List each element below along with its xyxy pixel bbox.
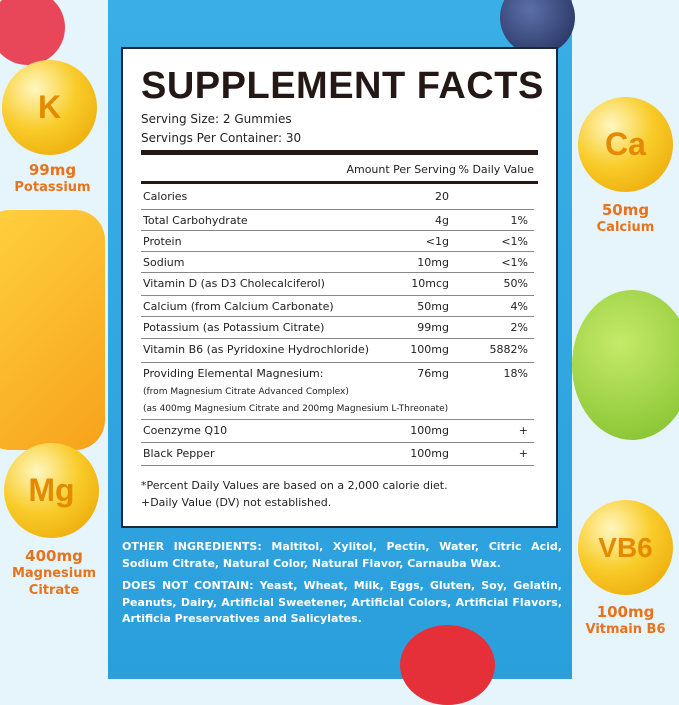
does-not-contain: DOES NOT CONTAIN: Yeast, Wheat, Milk, Eg…	[122, 579, 562, 625]
divider	[141, 465, 534, 466]
daily-value: 5882%	[489, 343, 528, 356]
raspberry-image	[0, 0, 65, 65]
servings-per-container: Servings Per Container: 30	[141, 131, 302, 145]
table-row: Vitamin B6 (as Pyridoxine Hydrochloride)…	[141, 338, 534, 362]
nutrient-name: Black Pepper	[143, 447, 215, 460]
nutrient-name: Calcium (from Calcium Carbonate)	[143, 300, 334, 313]
amount: 100mg	[410, 343, 449, 356]
daily-value: <1%	[501, 256, 528, 269]
amount: 100mg	[410, 447, 449, 460]
amount: 10mg	[417, 256, 449, 269]
table-row: Potassium (as Potassium Citrate) 99mg 2%	[141, 316, 534, 338]
daily-value: 18%	[503, 367, 528, 380]
daily-value: <1%	[501, 235, 528, 248]
nutrient-name: Coenzyme Q10	[143, 424, 228, 437]
footnote: +Daily Value (DV) not established.	[141, 496, 332, 509]
daily-value: 50%	[503, 277, 528, 290]
vitamin-b6-label: 100mg Vitmain B6	[585, 603, 666, 638]
footnote: *Percent Daily Values are based on a 2,0…	[141, 479, 448, 492]
table-row: Total Carbohydrate 4g 1%	[141, 209, 534, 230]
table-row: Calories 20	[141, 186, 534, 209]
table-row: Sodium 10mg <1%	[141, 251, 534, 272]
calcium-ball-icon: Ca	[578, 97, 673, 192]
potassium-label: 99mg Potassium	[14, 161, 91, 196]
nutrient-name: Vitamin D (as D3 Cholecalciferol)	[143, 277, 325, 290]
daily-value: 2%	[510, 321, 528, 334]
table-row: Vitamin D (as D3 Cholecalciferol) 10mcg 50…	[141, 272, 534, 295]
table-row: Coenzyme Q10 100mg +	[141, 419, 534, 442]
magnesium-ball-icon: Mg	[4, 443, 99, 538]
daily-value: +	[518, 447, 528, 460]
amount: 20	[435, 190, 449, 203]
nutrient-name: Providing Elemental Magnesium:	[143, 367, 324, 380]
nutrient-name: Sodium	[143, 256, 185, 269]
magnesium-label: 400mg Magnesium Citrate	[11, 547, 97, 599]
nutrient-note: (as 400mg Magnesium Citrate and 200mg Ma…	[143, 404, 449, 414]
amount: 99mg	[417, 321, 449, 334]
panel-title: SUPPLEMENT FACTS	[141, 65, 544, 107]
daily-value: 1%	[510, 214, 528, 227]
nutrient-name: Potassium (as Potassium Citrate)	[143, 321, 325, 334]
amount-header: Amount Per Serving	[346, 163, 456, 176]
amount: 10mcg	[411, 277, 449, 290]
daily-value: +	[518, 424, 528, 437]
mango-image	[0, 210, 105, 450]
vitamin-b6-ball-icon: VB6	[578, 500, 673, 595]
amount: 76mg	[417, 367, 449, 380]
amount: 50mg	[417, 300, 449, 313]
apple-image	[572, 290, 679, 440]
dv-header: % Daily Value	[458, 163, 535, 176]
table-row: Protein <1g <1%	[141, 230, 534, 251]
table-row: Black Pepper 100mg +	[141, 442, 534, 465]
nutrient-name: Calories	[143, 190, 188, 203]
calcium-label: 50mg Calcium	[596, 201, 655, 236]
supplement-facts-panel: SUPPLEMENT FACTS Serving Size: 2 Gummies…	[121, 47, 558, 528]
divider	[141, 181, 538, 184]
amount: 4g	[435, 214, 449, 227]
nutrient-name: Vitamin B6 (as Pyridoxine Hydrochloride)	[143, 343, 370, 356]
serving-size: Serving Size: 2 Gummies	[141, 112, 292, 126]
amount: <1g	[425, 235, 449, 248]
amount: 100mg	[410, 424, 449, 437]
other-ingredients: OTHER INGREDIENTS: Maltitol, Xylitol, Pe…	[122, 540, 562, 570]
table-row: Calcium (from Calcium Carbonate) 50mg 4%	[141, 295, 534, 316]
table-row: Providing Elemental Magnesium: (from Magn…	[141, 362, 534, 419]
divider	[141, 150, 538, 155]
nutrient-name: Total Carbohydrate	[143, 214, 248, 227]
potassium-ball-icon: K	[2, 60, 97, 155]
daily-value: 4%	[510, 300, 528, 313]
nutrient-name: Protein	[143, 235, 182, 248]
strawberry-image	[400, 625, 495, 705]
nutrient-note: (from Magnesium Citrate Advanced Complex…	[143, 387, 349, 397]
